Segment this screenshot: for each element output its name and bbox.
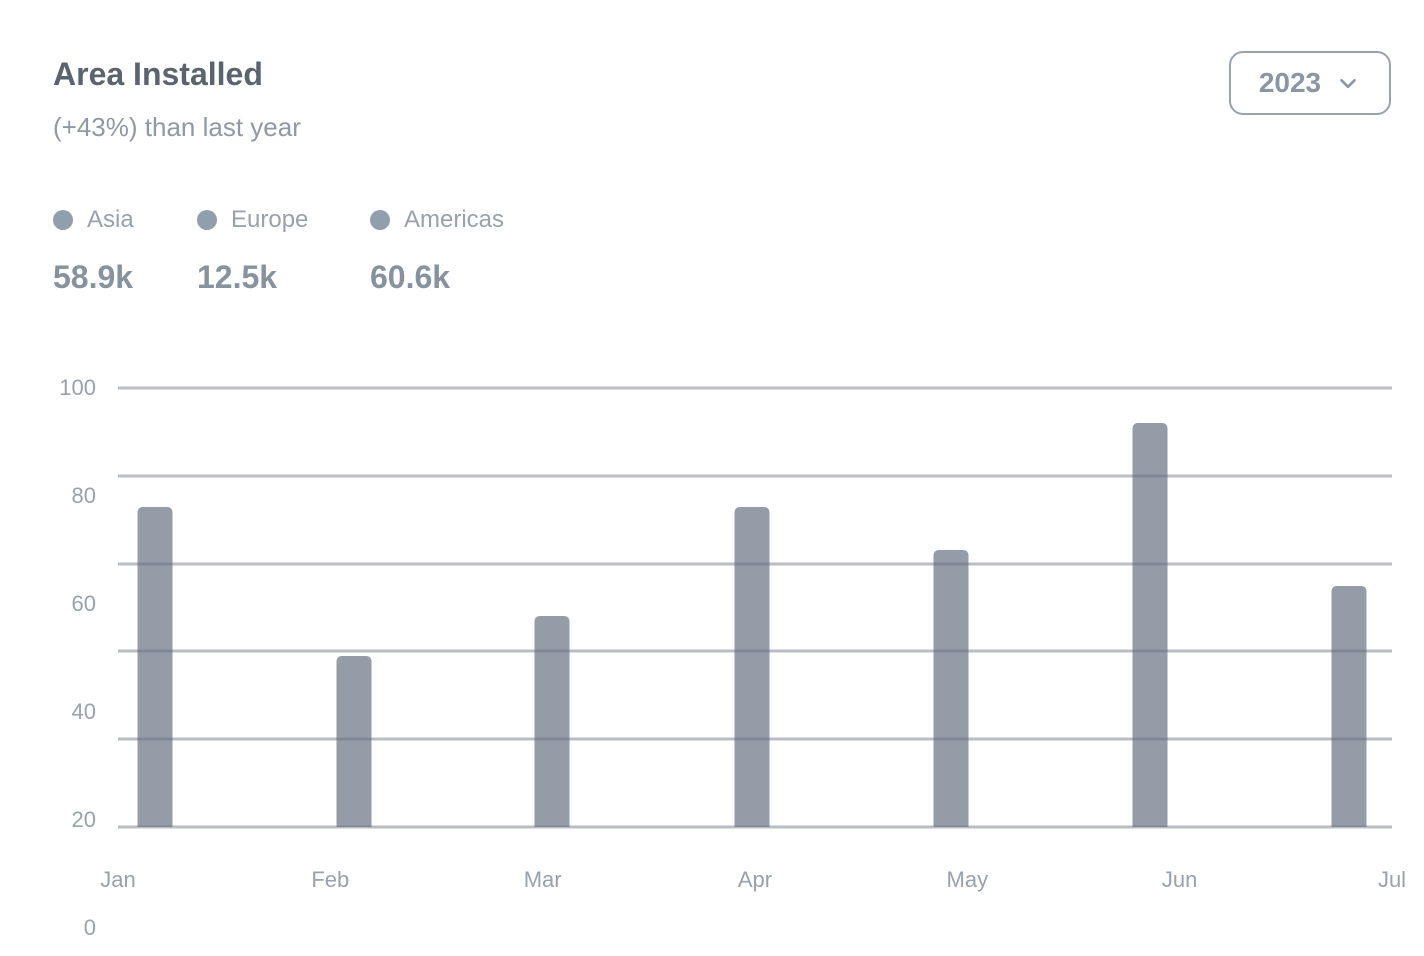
x-axis-label-jun: Jun <box>1161 867 1198 892</box>
legend-label: Asia <box>87 206 134 233</box>
gridline-y60 <box>118 562 1392 566</box>
x-axis-label-jan: Jan <box>100 867 136 892</box>
bar-mar[interactable] <box>534 616 570 827</box>
x-axis-label-apr: Apr <box>737 867 773 892</box>
bar-jan[interactable] <box>137 506 173 827</box>
legend-marker-icon <box>370 210 390 230</box>
legend-item-asia: Asia 58.9k <box>53 203 134 296</box>
year-select-value: 2023 <box>1258 67 1322 98</box>
gridline-y80 <box>118 474 1392 478</box>
chevron-down-icon <box>1340 78 1356 89</box>
y-axis-label-80: 80 <box>71 483 96 508</box>
x-axis-label-jul: Jul <box>1377 867 1407 892</box>
year-select-button[interactable]: 2023 <box>1229 51 1391 115</box>
legend-value: 58.9k <box>53 259 134 295</box>
legend-item-europe: Europe 12.5k <box>197 203 308 296</box>
gridline-y100 <box>118 386 1392 390</box>
chart-subtitle: (+43%) than last year <box>53 112 301 142</box>
plot-area <box>118 386 1392 829</box>
bar-apr[interactable] <box>734 506 770 827</box>
x-axis: Jan Feb Mar Apr May Jun Jul <box>100 827 1406 897</box>
x-axis-label-mar: Mar <box>523 867 562 892</box>
x-axis-label-may: May <box>946 867 989 892</box>
legend-value: 12.5k <box>197 259 278 295</box>
gridline-y0 <box>118 825 1392 829</box>
legend-marker-icon <box>197 210 217 230</box>
chart-title: Area Installed <box>53 56 263 92</box>
legend-value: 60.6k <box>370 259 451 295</box>
y-axis-label-20: 20 <box>71 807 96 832</box>
bar-chart: Jan Feb Mar Apr May Jun Jul 0 20 40 60 80 100 <box>0 377 1424 939</box>
legend-marker-icon <box>53 210 73 230</box>
legend-item-americas: Americas 60.6k <box>370 203 504 296</box>
x-axis-label-feb: Feb <box>311 867 350 892</box>
y-axis-label-0: 0 <box>83 915 96 940</box>
bar-jun[interactable] <box>1132 423 1168 827</box>
gridline-y40 <box>118 649 1392 653</box>
bar-jul[interactable] <box>1331 585 1367 827</box>
y-axis-label-60: 60 <box>71 591 96 616</box>
legend-label: Europe <box>231 206 309 233</box>
bar-feb[interactable] <box>336 655 372 827</box>
y-axis-label-40: 40 <box>71 699 96 724</box>
bar-may[interactable] <box>933 550 969 827</box>
gridline-y20 <box>118 737 1392 741</box>
legend-label: Americas <box>404 206 505 233</box>
y-axis-label-100: 100 <box>59 375 96 400</box>
